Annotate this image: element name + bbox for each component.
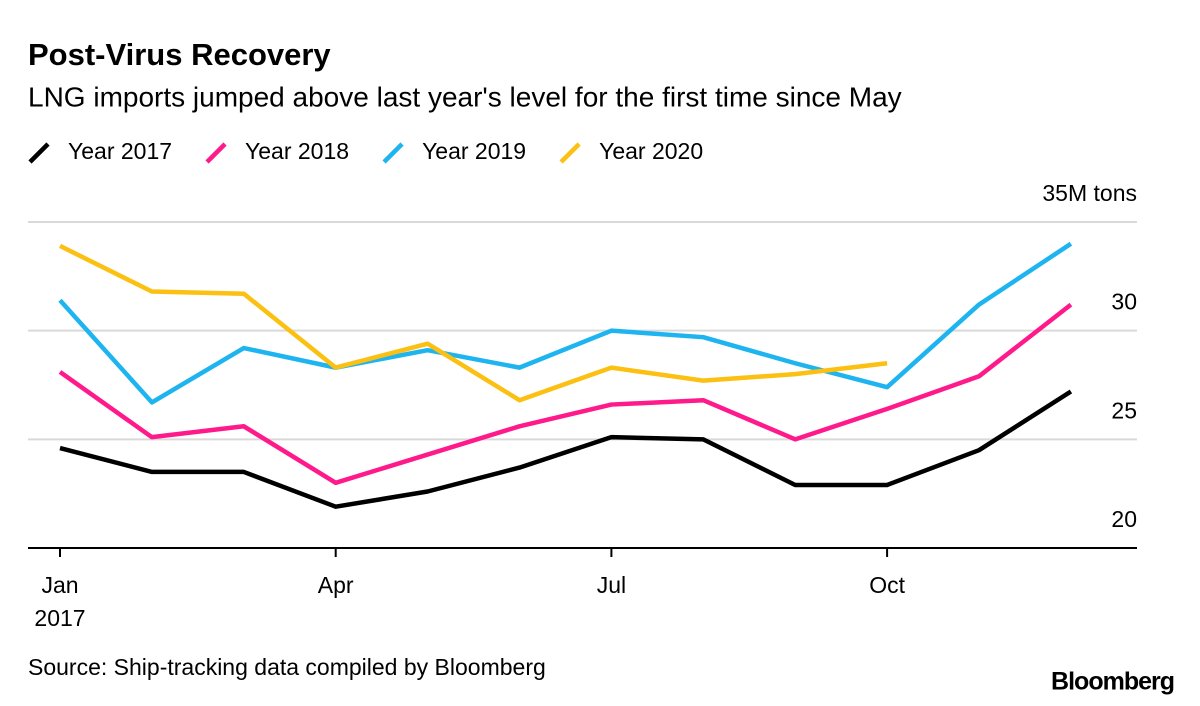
y-tick-label: 30 — [1111, 289, 1137, 315]
legend-swatch — [28, 142, 50, 164]
x-tick-label: Jul — [597, 572, 626, 598]
legend-label: Year 2020 — [599, 138, 703, 164]
chart-subtitle: LNG imports jumped above last year's lev… — [28, 81, 902, 112]
source: Source: Ship-tracking data compiled by B… — [28, 654, 546, 680]
legend-label: Year 2017 — [68, 138, 172, 164]
line-series — [58, 241, 1073, 405]
line-series — [58, 302, 1073, 486]
x-tick-sublabel: 2017 — [34, 605, 85, 631]
x-tick-label: Apr — [318, 572, 354, 598]
x-tick-label: Jan — [41, 572, 78, 598]
y-tick-label: 35M tons — [1042, 180, 1137, 206]
legend-swatch — [559, 142, 581, 164]
legend-label: Year 2018 — [245, 138, 349, 164]
x-tick-label: Oct — [869, 572, 905, 598]
legend-label: Year 2019 — [422, 138, 526, 164]
line-series — [59, 389, 1073, 509]
brand: Bloomberg — [1051, 668, 1174, 696]
line-series — [58, 243, 888, 403]
y-tick-label: 25 — [1111, 397, 1137, 423]
y-tick-label: 20 — [1111, 506, 1137, 532]
chart-title: Post-Virus Recovery — [28, 37, 331, 72]
legend-swatch — [205, 142, 227, 164]
legend-swatch — [382, 142, 404, 164]
